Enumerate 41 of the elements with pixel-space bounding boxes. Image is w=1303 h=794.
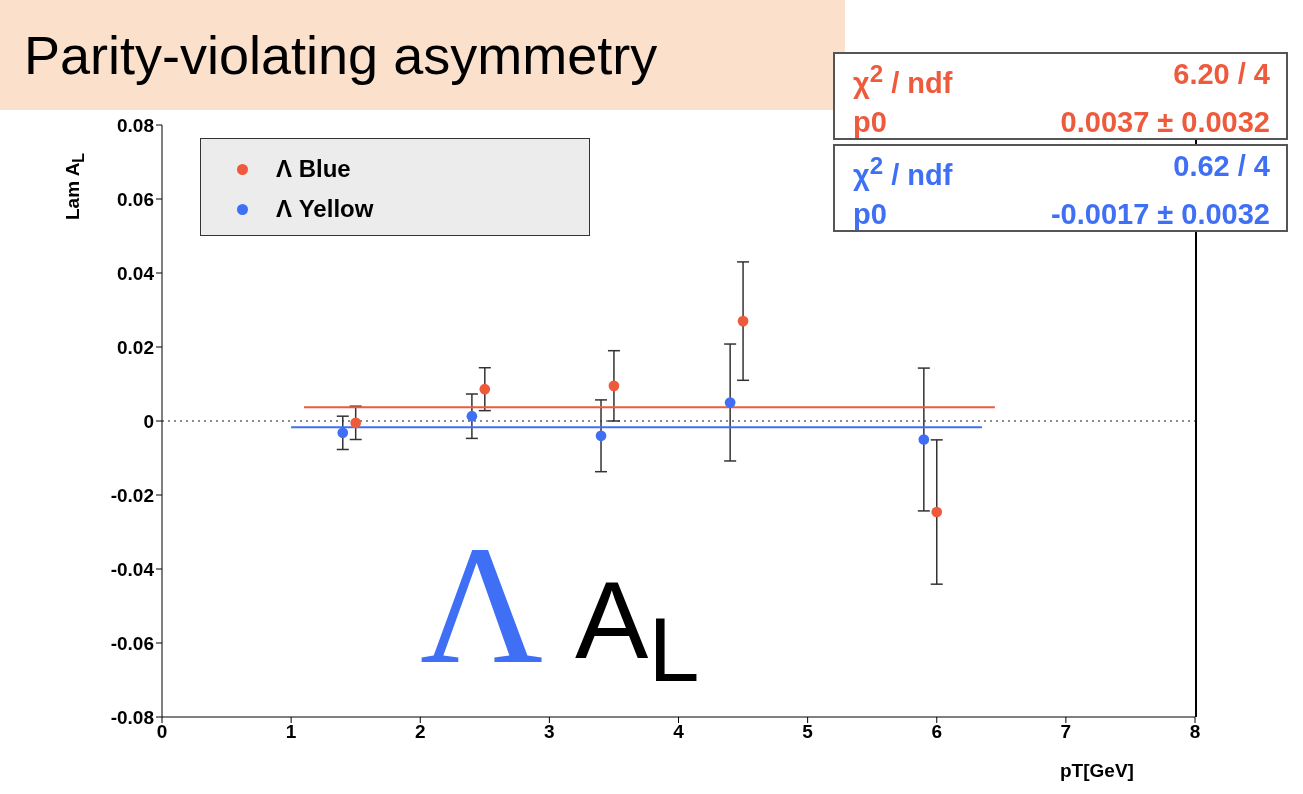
point [479,383,491,395]
y-tick-label: 0.08 [117,114,154,136]
x-tick-label: 5 [802,721,814,743]
point [337,427,349,439]
x-tick-label: 3 [544,721,555,743]
point [931,506,943,518]
y-tick-label: 0 [143,410,154,432]
x-axis-title: pT[GeV] [1060,760,1134,782]
y-tick-label: 0.02 [117,336,154,358]
point [918,434,930,445]
y-tick-label: -0.08 [110,706,154,728]
legend-label: Λ Blue [276,155,351,183]
y-tick-label: -0.04 [110,558,155,580]
y-tick-label: -0.02 [110,484,154,506]
annotation: -0.0017 ± 0.0032 [1050,196,1270,232]
annotation: Λ [420,511,544,699]
point [608,380,620,392]
point [350,417,362,429]
legend-label: Λ Yellow [276,195,374,223]
text: 6.20 / 4 [1173,57,1270,92]
y-tick-label: 0.04 [117,262,155,284]
point [595,430,607,442]
annotation: p0 [853,196,887,232]
x-tick-label: 2 [414,721,426,743]
y-tick-label: 0.06 [117,188,154,210]
text: χ$^{2}$ / ndf [853,59,953,101]
annotation: p0 [853,104,887,140]
point [724,397,736,408]
point [737,315,749,327]
x-tick-label: 8 [1189,721,1201,743]
x-tick-label: 4 [673,721,685,743]
annotation: 0.62 / 4 [1173,149,1270,184]
chart-title: Parity-violating asymmetry [0,0,845,110]
annotation: A$_{L}$ [575,558,700,702]
x-tick-label: 7 [1060,721,1072,743]
annotation: χ$^{2}$ / ndf [853,151,953,193]
annotation: 0.0037 ± 0.0032 [1060,104,1270,140]
point [466,410,478,422]
x-tick-label: 1 [285,721,297,743]
y-tick-label: -0.06 [110,632,154,654]
x-tick-label: 6 [931,721,943,743]
